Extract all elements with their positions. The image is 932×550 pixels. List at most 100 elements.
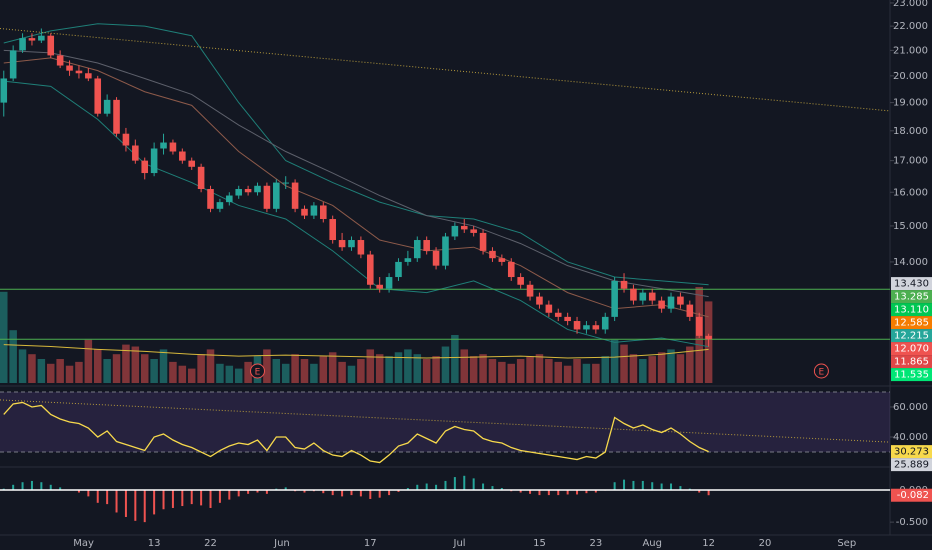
event-label: E xyxy=(255,368,261,378)
line xyxy=(3,57,709,318)
price-label: 12.215 xyxy=(894,331,929,342)
x-tick-label: Jul xyxy=(453,538,466,549)
volume-bar xyxy=(657,352,666,383)
histogram-bar xyxy=(322,489,325,494)
histogram-bar xyxy=(406,488,409,490)
candle-body xyxy=(517,277,524,285)
candle-body xyxy=(536,296,543,305)
volume-bar xyxy=(0,291,8,383)
volume-bar xyxy=(112,354,121,383)
candle-body xyxy=(329,219,336,241)
candle-body xyxy=(207,189,214,209)
candle-body xyxy=(460,225,468,230)
volume-bar xyxy=(187,368,196,383)
candle-body xyxy=(179,151,186,161)
volume-bar xyxy=(37,359,46,383)
histogram-bar xyxy=(190,489,193,505)
histogram-bar xyxy=(284,487,287,490)
volume-bar xyxy=(375,354,384,383)
price-label: 13.285 xyxy=(894,292,929,303)
candle-body xyxy=(28,38,36,41)
histogram-bar xyxy=(397,489,400,492)
volume-bar xyxy=(65,365,74,383)
x-tick-label: May xyxy=(73,538,94,549)
histogram-bar xyxy=(77,489,80,493)
histogram-bar xyxy=(482,483,485,490)
volume-bar xyxy=(479,354,487,383)
volume-bar xyxy=(639,359,647,383)
candle-body xyxy=(188,160,196,167)
histogram-bar xyxy=(30,480,33,490)
volume-bar xyxy=(225,365,234,383)
volume-bar xyxy=(394,352,403,383)
candle-body xyxy=(310,205,318,216)
y-tick-label: 17.000 xyxy=(893,156,928,167)
candle-body xyxy=(338,240,346,248)
candle-body xyxy=(677,296,684,305)
candle-body xyxy=(56,55,64,66)
volume-bar xyxy=(441,346,450,383)
price-label: 11.865 xyxy=(894,357,929,368)
volume-bar xyxy=(46,363,55,383)
volume-bar xyxy=(103,359,111,383)
candle-body xyxy=(507,261,515,278)
x-tick-label: 20 xyxy=(759,538,772,549)
histogram-bar xyxy=(218,489,221,503)
histogram-bar xyxy=(350,489,353,496)
event-marker xyxy=(813,363,829,379)
histogram-bar xyxy=(585,489,588,494)
candle-body xyxy=(263,185,271,209)
x-tick-label: 15 xyxy=(533,538,546,549)
candle-body xyxy=(695,316,703,336)
y-tick-label: 21.000 xyxy=(893,45,928,56)
volume-bar xyxy=(385,356,393,383)
x-tick-label: Sep xyxy=(837,538,856,549)
histogram-bar xyxy=(594,489,597,493)
volume-bar xyxy=(140,354,149,383)
histogram-bar xyxy=(444,480,447,490)
price-label-bg xyxy=(891,445,932,459)
candle-body xyxy=(705,335,712,340)
y-tick-label: 22.000 xyxy=(893,21,928,32)
candle-body xyxy=(592,325,600,330)
candle-body xyxy=(451,225,459,237)
histogram-bar xyxy=(547,489,550,496)
volume-bar xyxy=(498,361,506,383)
volume-bar xyxy=(507,363,516,383)
x-tick-label: 12 xyxy=(702,538,715,549)
histogram-bar xyxy=(237,489,240,497)
candle-body xyxy=(442,236,449,266)
volume-bar xyxy=(460,349,469,383)
rsi-line xyxy=(3,401,709,464)
candle-body xyxy=(160,142,167,149)
volume-bar xyxy=(338,361,346,383)
histogram-bar xyxy=(576,489,579,495)
x-tick-label: 17 xyxy=(364,538,377,549)
histogram-bar xyxy=(359,489,362,497)
histogram-bar xyxy=(87,489,90,497)
y-tick-label: 19.000 xyxy=(893,98,928,109)
volume-bar xyxy=(535,354,544,383)
candle-body xyxy=(686,304,694,317)
volume-bar xyxy=(159,349,168,383)
candle-body xyxy=(667,296,675,309)
candle-body xyxy=(320,205,327,220)
histogram-bar xyxy=(59,487,62,490)
volume-bar xyxy=(413,354,422,383)
histogram-bar xyxy=(707,489,710,496)
candle-body xyxy=(113,99,120,134)
volume-bar xyxy=(178,365,187,383)
line xyxy=(3,344,709,359)
x-tick-label: 23 xyxy=(589,538,602,549)
volume-bar xyxy=(563,365,572,383)
y-tick-label: 18.000 xyxy=(893,126,928,137)
candle-body xyxy=(66,65,73,71)
x-tick-label: Jun xyxy=(273,538,290,549)
volume-bar xyxy=(131,346,140,383)
candle-body xyxy=(282,182,289,184)
histogram-bar xyxy=(500,488,503,490)
volume-bar xyxy=(328,352,337,383)
volume-bar xyxy=(366,349,375,383)
histogram-bar xyxy=(566,489,569,495)
candle-body xyxy=(348,240,355,248)
